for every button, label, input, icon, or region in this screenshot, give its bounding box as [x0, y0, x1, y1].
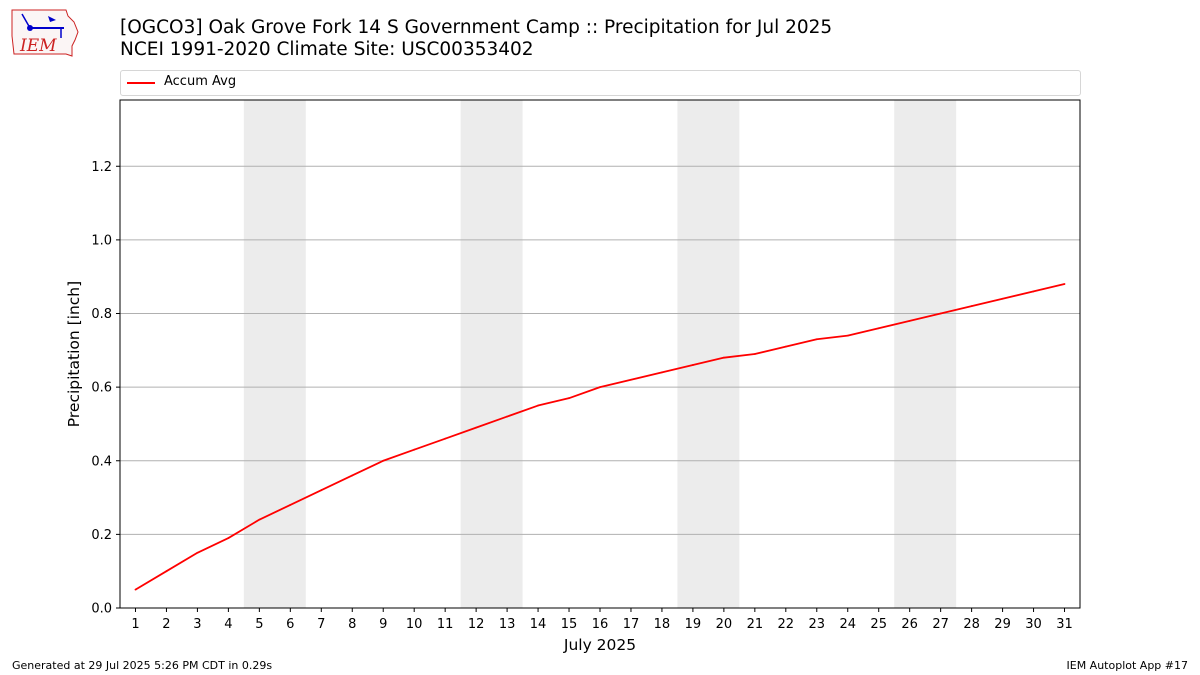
data-point — [289, 504, 292, 506]
data-point — [320, 489, 323, 492]
data-point — [1032, 290, 1035, 293]
iem-logo: IEM — [11, 9, 79, 57]
chart-title: [OGCO3] Oak Grove Fork 14 S Government C… — [120, 17, 832, 61]
data-point — [134, 588, 137, 591]
weekend-band-3 — [677, 100, 740, 608]
x-tick-label: 19 — [685, 617, 702, 632]
x-tick-label: 2 — [162, 617, 170, 632]
x-tick-label: 28 — [963, 617, 980, 632]
data-point — [227, 537, 230, 539]
x-tick-label: 20 — [716, 617, 733, 632]
x-tick-label: 21 — [747, 617, 764, 632]
data-point — [1001, 297, 1004, 300]
x-tick-label: 31 — [1056, 617, 1073, 632]
x-tick-label: 8 — [348, 617, 356, 632]
x-tick-label: 7 — [317, 617, 325, 632]
x-tick-label: 30 — [1025, 617, 1042, 632]
data-point — [692, 364, 694, 366]
y-tick-label: 0.4 — [91, 454, 112, 469]
x-axis-label: July 2025 — [563, 636, 636, 654]
x-tick-label: 16 — [592, 617, 609, 632]
data-point — [939, 312, 942, 315]
data-point — [722, 356, 725, 359]
x-tick-label: 22 — [778, 617, 795, 632]
data-point — [165, 570, 168, 573]
x-tick-label: 3 — [193, 617, 201, 632]
x-tick-label: 9 — [379, 617, 387, 632]
x-tick-label: 11 — [437, 617, 454, 632]
x-tick-label: 13 — [499, 617, 516, 632]
y-axis-label: Precipitation [inch] — [65, 281, 83, 427]
data-point — [1063, 283, 1066, 285]
data-point — [630, 378, 632, 381]
legend-swatch-accum-avg — [127, 82, 155, 84]
x-tick-label: 14 — [530, 617, 547, 632]
data-point — [351, 474, 354, 477]
logo-text: IEM — [19, 36, 57, 56]
data-point — [846, 334, 849, 337]
data-point — [258, 518, 261, 521]
x-tick-label: 6 — [286, 617, 294, 632]
data-point — [784, 345, 787, 348]
y-tick-label: 0.6 — [91, 381, 112, 396]
data-point — [506, 415, 508, 418]
weekend-band-2 — [460, 100, 523, 608]
x-tick-label: 4 — [224, 617, 232, 632]
generated-timestamp: Generated at 29 Jul 2025 5:26 PM CDT in … — [12, 659, 273, 672]
data-point — [970, 305, 973, 308]
data-point — [568, 397, 570, 400]
data-point — [196, 551, 199, 554]
x-tick-label: 10 — [406, 617, 423, 632]
x-tick-label: 15 — [561, 617, 578, 632]
y-tick-label: 0.0 — [91, 602, 112, 617]
app-id: IEM Autoplot App #17 — [1066, 659, 1189, 672]
x-tick-label: 25 — [870, 617, 887, 632]
x-tick-label: 18 — [654, 617, 671, 632]
y-tick-label: 1.0 — [91, 233, 112, 248]
weekend-band-1 — [243, 100, 306, 608]
data-point — [382, 459, 385, 462]
title-line-2: NCEI 1991-2020 Climate Site: USC00353402 — [120, 39, 534, 60]
y-tick-label: 0.8 — [91, 307, 112, 322]
data-point — [444, 437, 447, 440]
data-point — [908, 319, 911, 322]
x-tick-label: 27 — [932, 617, 949, 632]
x-tick-label: 17 — [623, 617, 640, 632]
data-point — [475, 426, 478, 429]
data-point — [599, 386, 601, 389]
legend: Accum Avg — [120, 70, 1081, 96]
weekend-band-4 — [894, 100, 957, 608]
x-tick-label: 12 — [468, 617, 485, 632]
data-point — [753, 353, 756, 355]
x-tick-label: 26 — [901, 617, 918, 632]
data-point — [877, 327, 880, 330]
title-line-1: [OGCO3] Oak Grove Fork 14 S Government C… — [120, 17, 833, 38]
y-tick-label: 1.2 — [91, 160, 112, 175]
data-point — [815, 338, 818, 341]
legend-label-accum-avg: Accum Avg — [164, 74, 237, 89]
x-tick-label: 29 — [994, 617, 1011, 632]
y-tick-label: 0.2 — [91, 528, 112, 543]
x-tick-label: 23 — [809, 617, 826, 632]
data-point — [413, 448, 416, 451]
x-tick-label: 24 — [839, 617, 856, 632]
data-point — [537, 404, 539, 407]
data-point — [661, 371, 663, 374]
x-tick-label: 5 — [255, 617, 263, 632]
x-tick-label: 1 — [131, 617, 139, 632]
